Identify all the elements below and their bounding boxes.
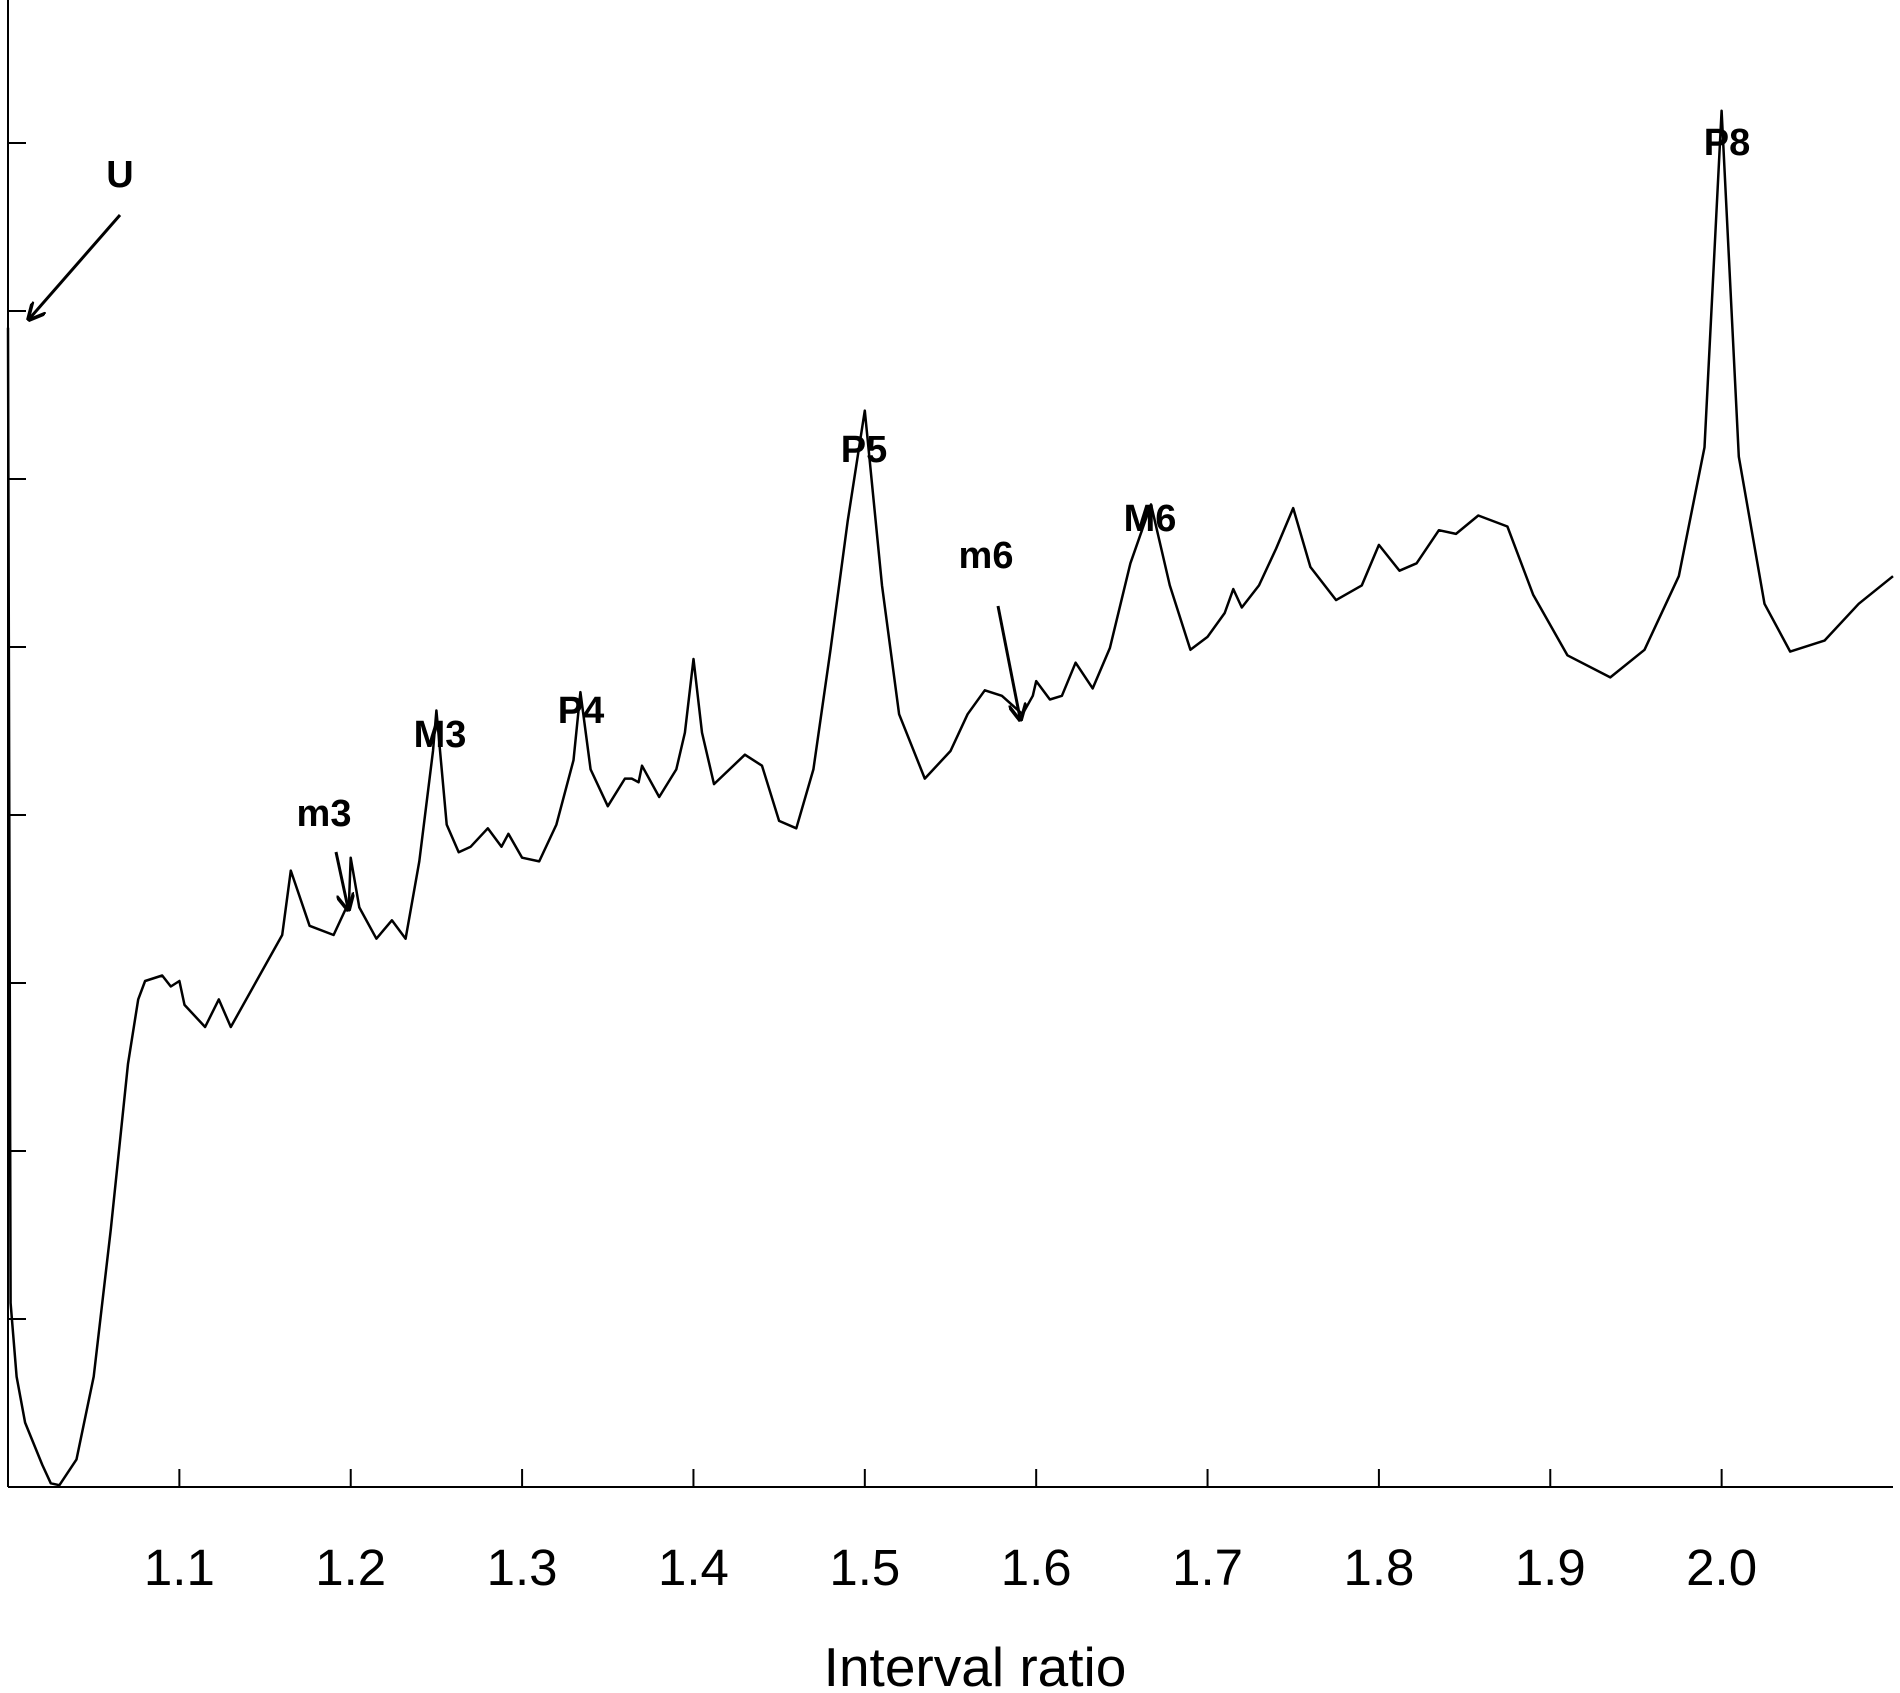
x-tick-label: 1.9 — [1515, 1539, 1586, 1596]
x-ticks: 1.1 1.2 1.3 1.4 1.5 1.6 1.7 1.8 1.9 2.0 — [144, 1469, 1757, 1596]
arrow-u — [30, 214, 122, 318]
x-axis-title: Interval ratio — [824, 1636, 1127, 1693]
plot-frame — [7, 0, 1893, 1488]
x-tick-label: 1.6 — [1001, 1539, 1072, 1596]
x-tick-label: 2.0 — [1686, 1539, 1757, 1596]
arrow-m6 — [996, 605, 1020, 718]
x-tick-label: 1.1 — [144, 1539, 215, 1596]
peak-label-p5: P5 — [841, 429, 887, 471]
annotations: Um3 M3 P4 P5 m6 M6 P8 — [30, 122, 1750, 908]
peak-label-m3: m3 — [297, 793, 352, 835]
peak-label-p4: P4 — [558, 690, 604, 732]
series-line — [6, 109, 1894, 1487]
x-tick-label: 1.8 — [1343, 1539, 1414, 1596]
peak-label-m6: m6 — [959, 535, 1014, 577]
peak-label-m3: M3 — [414, 714, 467, 756]
x-tick-label: 1.5 — [829, 1539, 900, 1596]
x-tick-label: 1.3 — [487, 1539, 558, 1596]
peak-label-p8: P8 — [1704, 122, 1750, 164]
x-tick-label: 1.7 — [1172, 1539, 1243, 1596]
peak-label-u: U — [106, 154, 133, 196]
x-tick-label: 1.2 — [315, 1539, 386, 1596]
x-tick-label: 1.4 — [658, 1539, 729, 1596]
peak-label-m6: M6 — [1124, 498, 1177, 540]
arrow-m3 — [334, 851, 348, 908]
